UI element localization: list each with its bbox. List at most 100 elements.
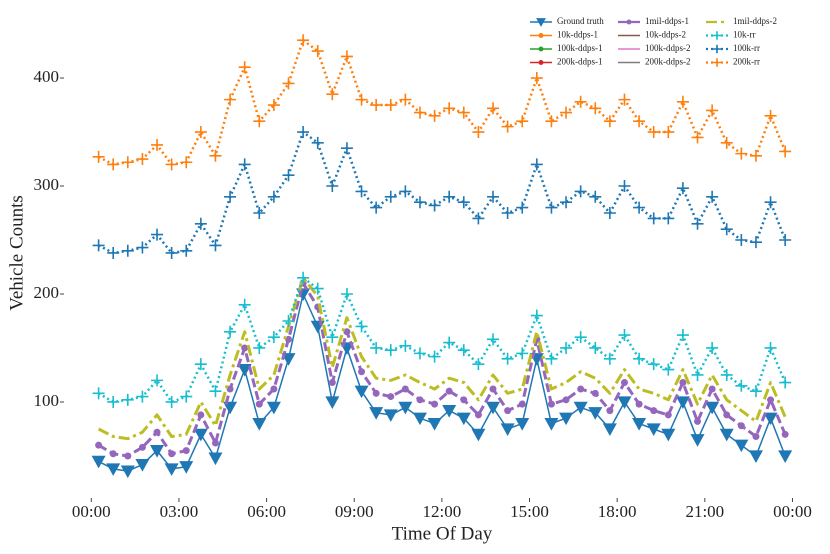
marker xyxy=(560,106,573,119)
marker xyxy=(443,336,456,349)
marker xyxy=(194,217,207,230)
marker xyxy=(500,423,515,436)
marker xyxy=(712,44,722,54)
marker xyxy=(618,329,631,342)
marker xyxy=(326,180,339,193)
marker xyxy=(297,34,310,47)
series xyxy=(91,288,793,479)
marker xyxy=(180,390,193,403)
marker xyxy=(650,407,658,415)
marker xyxy=(515,417,530,431)
marker xyxy=(577,385,585,393)
marker xyxy=(358,368,366,376)
marker xyxy=(779,145,792,158)
marker xyxy=(92,150,105,163)
legend-label: 200k-ddps-2 xyxy=(645,57,691,67)
marker xyxy=(223,401,238,415)
marker xyxy=(487,190,500,203)
marker xyxy=(413,196,426,209)
marker xyxy=(538,46,544,52)
x-tick-label: 09:00 xyxy=(335,502,374,521)
marker xyxy=(124,452,132,460)
marker xyxy=(712,58,722,67)
marker xyxy=(226,385,234,393)
marker xyxy=(647,358,660,371)
marker xyxy=(676,95,689,108)
marker xyxy=(501,120,514,133)
marker xyxy=(387,393,395,401)
marker xyxy=(355,320,368,333)
marker xyxy=(618,180,631,193)
marker xyxy=(150,444,165,458)
marker xyxy=(267,331,280,344)
marker xyxy=(457,106,470,119)
marker xyxy=(530,158,543,171)
marker xyxy=(151,138,164,151)
marker xyxy=(489,385,497,393)
marker xyxy=(194,358,207,371)
marker xyxy=(241,344,249,352)
legend-label: 100k-rr xyxy=(733,43,760,53)
marker xyxy=(355,185,368,198)
marker xyxy=(399,185,412,198)
marker xyxy=(706,341,719,354)
marker xyxy=(662,363,675,376)
marker xyxy=(664,411,672,419)
series-line xyxy=(97,281,787,458)
marker xyxy=(138,443,146,451)
series-line xyxy=(98,130,787,255)
marker xyxy=(224,93,237,106)
marker xyxy=(311,45,324,58)
marker xyxy=(620,379,628,387)
series-line xyxy=(97,276,787,404)
marker xyxy=(445,387,453,395)
marker xyxy=(412,412,427,426)
marker xyxy=(384,344,397,357)
marker xyxy=(428,109,441,122)
marker xyxy=(164,463,179,476)
marker xyxy=(589,341,602,354)
marker xyxy=(487,333,500,346)
marker xyxy=(165,395,178,408)
marker xyxy=(474,411,482,419)
marker xyxy=(136,241,149,254)
marker xyxy=(428,199,441,212)
marker xyxy=(545,352,558,365)
marker xyxy=(589,190,602,203)
marker xyxy=(691,217,704,230)
marker xyxy=(311,136,324,149)
marker xyxy=(238,61,251,74)
legend-label: 200k-rr xyxy=(733,57,760,67)
marker xyxy=(538,33,544,38)
series xyxy=(95,279,789,460)
marker xyxy=(355,93,368,106)
marker xyxy=(720,368,733,381)
marker xyxy=(708,385,716,393)
marker xyxy=(662,212,675,225)
marker xyxy=(486,401,501,415)
marker xyxy=(545,201,558,214)
marker xyxy=(399,339,412,352)
marker xyxy=(516,201,529,214)
marker xyxy=(779,234,792,247)
marker xyxy=(151,374,164,387)
marker xyxy=(574,95,587,108)
series-line xyxy=(97,276,787,441)
legend-label: 100k-ddps-2 xyxy=(645,43,691,53)
marker xyxy=(443,190,456,203)
marker xyxy=(328,379,336,387)
series xyxy=(97,276,787,441)
legend-label: 1mil-ddps-1 xyxy=(645,16,689,26)
marker xyxy=(443,102,456,115)
marker xyxy=(530,309,543,322)
legend-label: 200k-ddps-1 xyxy=(557,57,603,67)
marker xyxy=(720,223,733,236)
marker xyxy=(326,331,339,344)
marker xyxy=(282,314,295,327)
series xyxy=(92,34,792,171)
legend: Ground truth 10k-ddps-1 100k-ddps-1 200k-dd… xyxy=(530,16,777,67)
marker xyxy=(311,282,324,295)
marker xyxy=(153,428,161,436)
marker xyxy=(591,389,599,397)
marker xyxy=(238,158,251,171)
